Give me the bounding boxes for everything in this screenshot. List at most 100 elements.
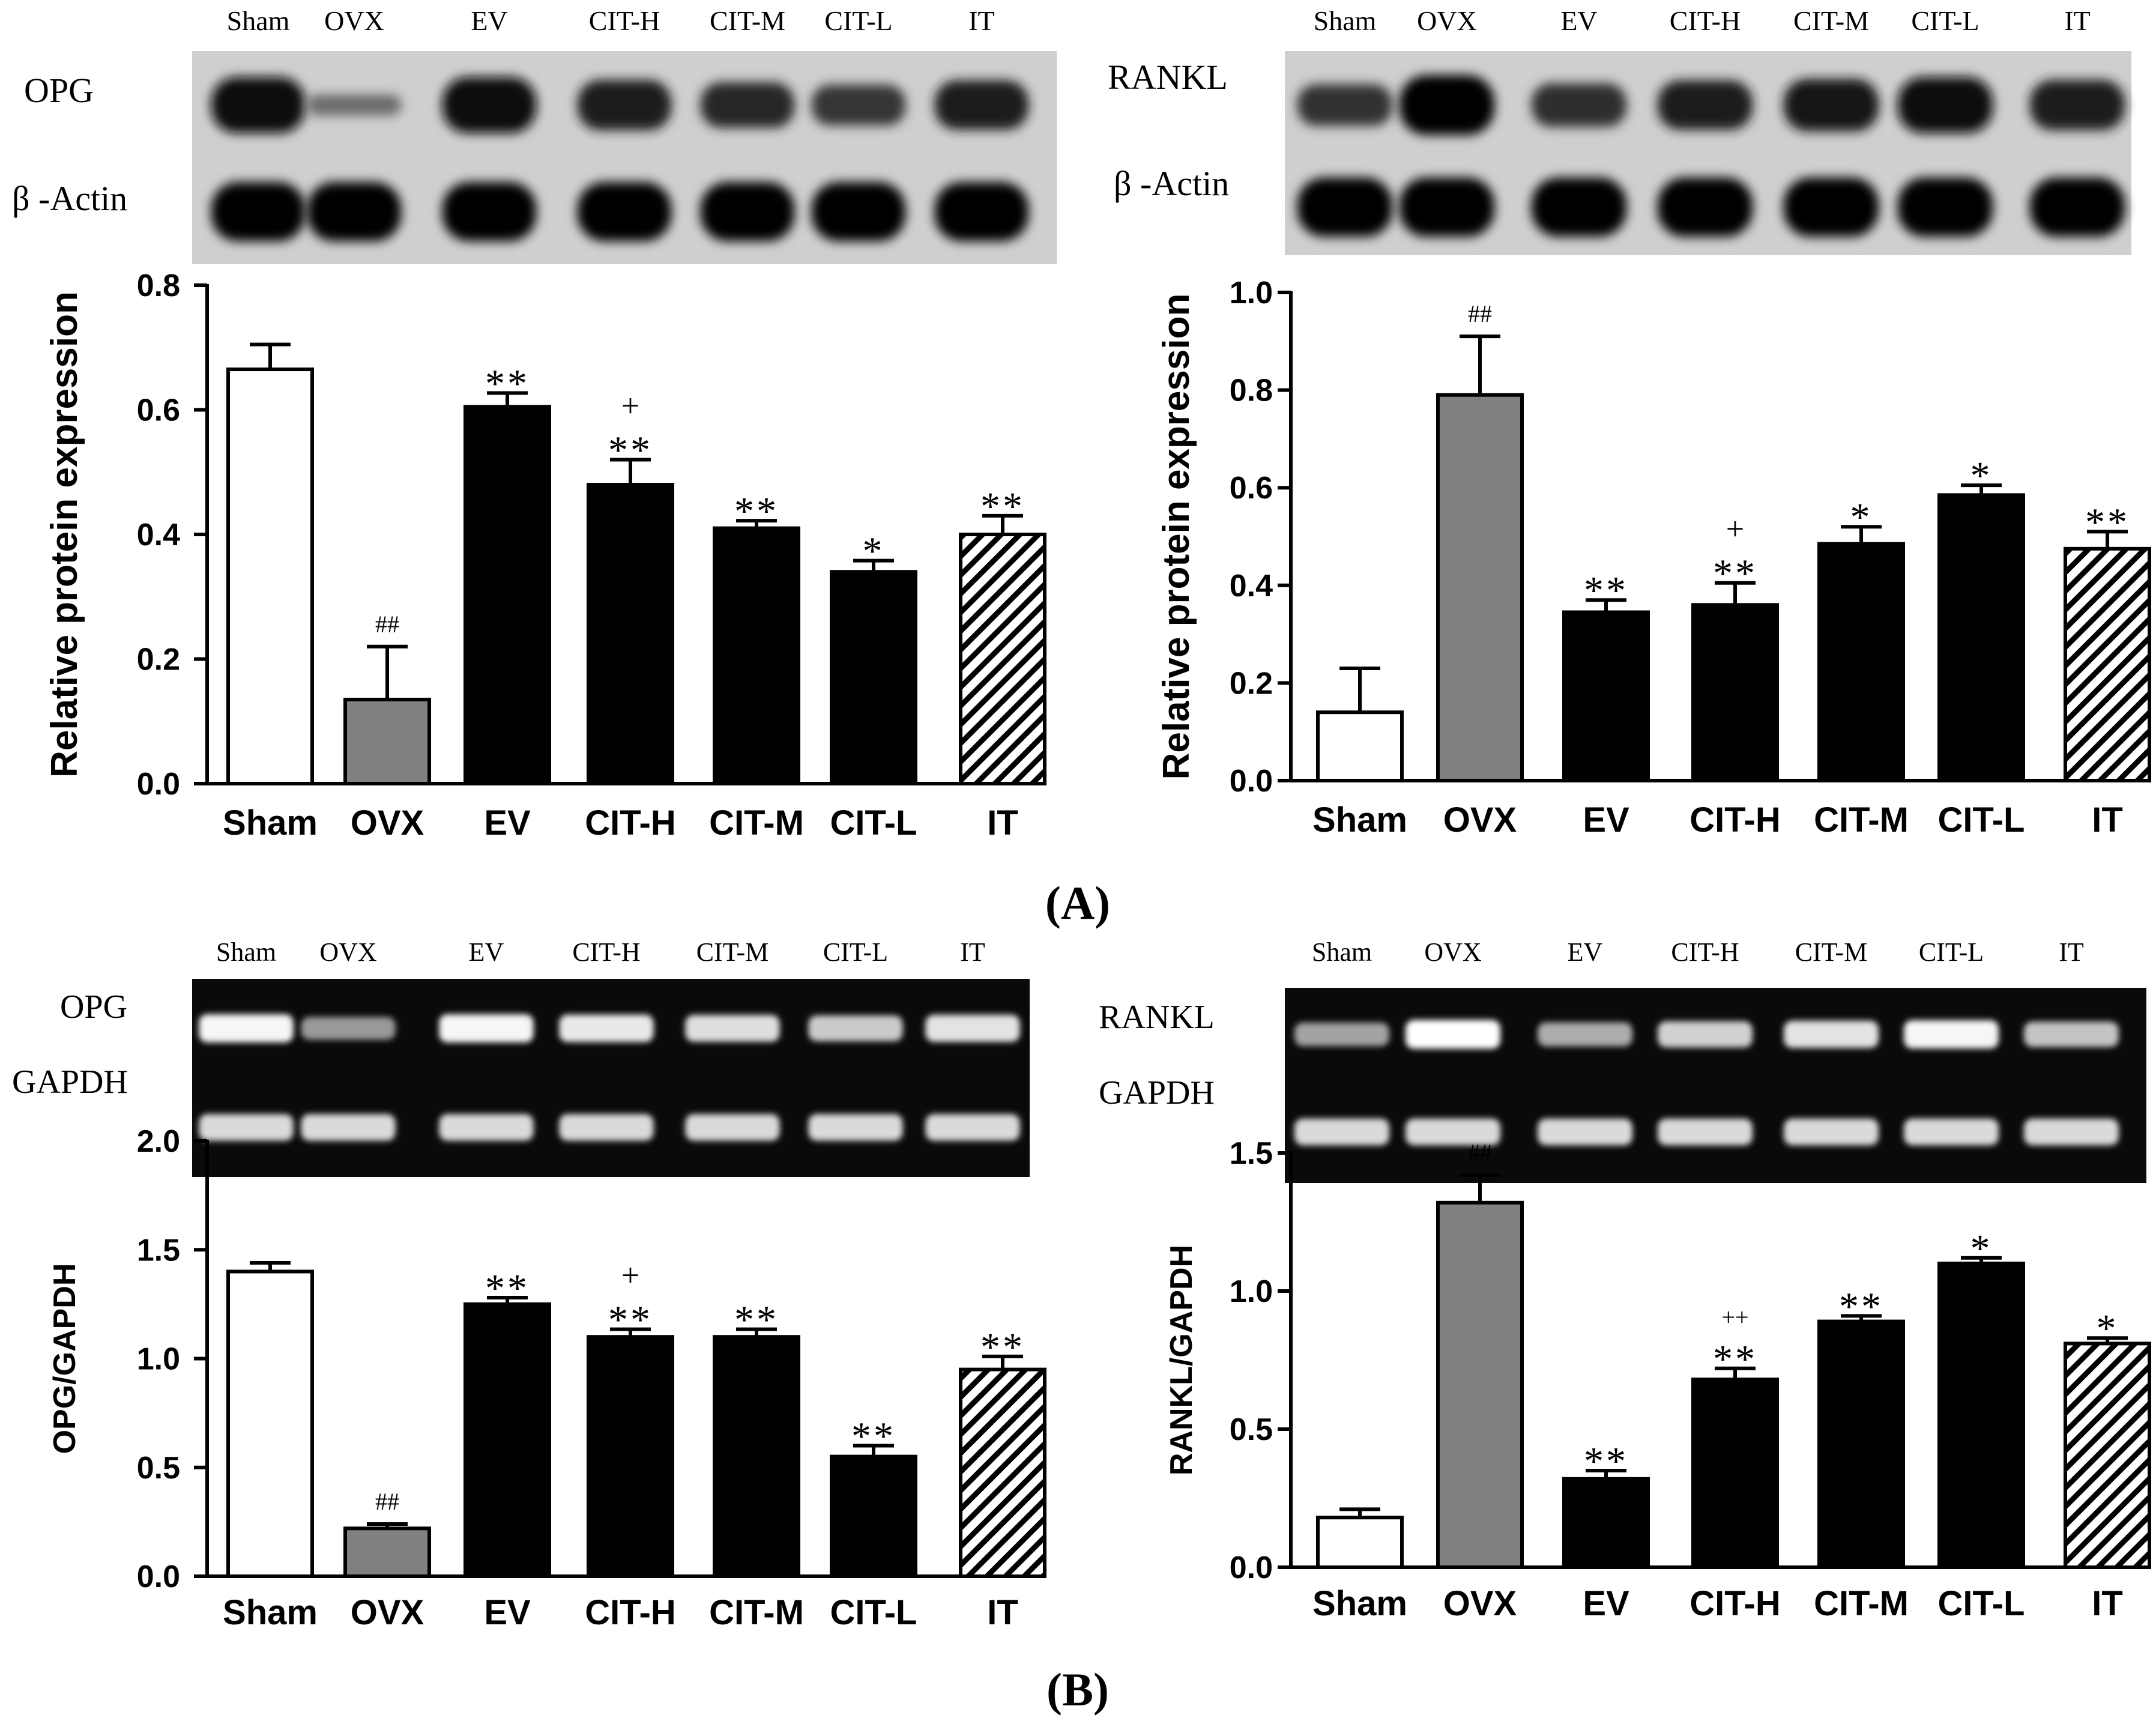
western-band — [307, 94, 402, 116]
blot-lane-label: Sham — [216, 937, 276, 967]
bar-cit-l — [1937, 1262, 2025, 1569]
significance-marker: ++ — [1721, 1304, 1748, 1331]
blot-lane-label: IT — [2059, 937, 2084, 967]
x-tick-label: CIT-M — [1814, 800, 1909, 839]
blot-lane-label: EV — [1568, 937, 1603, 967]
bar-cit-h — [1691, 1378, 1779, 1569]
gel-band — [301, 1114, 396, 1141]
bar-chart-4: 0.00.51.01.5RANKL/GAPDHSham##OVX**EV**++… — [1164, 1136, 2151, 1623]
blot-lane-label: CIT-L — [823, 937, 888, 967]
blot-row-label: RANKL — [1099, 999, 1215, 1036]
gel-band — [1538, 1022, 1632, 1047]
significance-marker: ** — [1713, 552, 1757, 596]
x-tick-label: EV — [484, 803, 531, 842]
bar-it — [2064, 1341, 2151, 1569]
y-axis-label: Relative protein expression — [1156, 294, 1197, 780]
bar-it — [959, 533, 1046, 785]
bar-it — [959, 1367, 1046, 1578]
blot-lane-label: CIT-H — [572, 937, 640, 967]
blot-gel-opg: OPG GAPDH Sham OVX EV CIT-H CIT-M CIT-L IT — [12, 937, 1030, 1177]
bar-ev — [464, 1302, 551, 1578]
x-tick-label: IT — [2092, 1584, 2123, 1623]
y-tick-label: 1.0 — [137, 1342, 180, 1377]
blot-wb-opg: OPG β -Actin Sham OVX EV CIT-H CIT-M CIT-L IT — [12, 5, 1057, 264]
bar-it — [2064, 546, 2151, 782]
x-tick-label: CIT-L — [1938, 1584, 2025, 1623]
significance-marker: * — [1970, 454, 1993, 498]
western-band — [2029, 80, 2125, 130]
bar-sham — [1316, 710, 1404, 783]
blot-lane-label: OVX — [1417, 5, 1477, 36]
y-tick-label: 0.8 — [1230, 374, 1273, 408]
blot-layer: OPG β -Actin Sham OVX EV CIT-H CIT-M CIT-L IT RAN… — [12, 5, 2146, 1183]
western-band — [1399, 75, 1495, 135]
gel-band — [1904, 1118, 1999, 1146]
x-tick-label: CIT-H — [1689, 800, 1780, 839]
blot-row-label: GAPDH — [12, 1063, 128, 1101]
gel-band — [685, 1015, 780, 1042]
blot-lane-label: Sham — [1312, 937, 1372, 967]
gel-band — [925, 1014, 1020, 1042]
x-tick-label: IT — [987, 1593, 1018, 1632]
panel-label-b: (B) — [1046, 1663, 1109, 1716]
y-axis-label: OPG/GAPDH — [47, 1263, 82, 1454]
y-axis-label: RANKL/GAPDH — [1164, 1245, 1199, 1475]
blot-lane-label: CIT-M — [1793, 5, 1869, 36]
x-tick-label: CIT-H — [585, 803, 675, 842]
blot-lane-label: CIT-H — [589, 5, 660, 36]
blot-row-label: RANKL — [1108, 58, 1228, 97]
gel-band — [199, 1014, 294, 1043]
western-band — [2029, 177, 2125, 237]
x-tick-label: OVX — [351, 1593, 424, 1632]
gel-band — [301, 1017, 396, 1040]
western-band — [442, 77, 537, 133]
blot-lane-label: CIT-H — [1670, 5, 1741, 36]
y-tick-label: 2.0 — [137, 1124, 180, 1159]
x-tick-label: IT — [987, 803, 1018, 842]
blot-lane-label: Sham — [1314, 5, 1377, 36]
bar-cit-l — [1937, 493, 2025, 783]
x-tick-label: Sham — [223, 803, 318, 842]
x-tick-label: EV — [484, 1593, 531, 1632]
gel-band — [1538, 1118, 1632, 1146]
significance-marker: + — [1726, 511, 1744, 547]
x-tick-label: IT — [2092, 800, 2123, 839]
gel-band — [559, 1114, 654, 1141]
x-tick-label: EV — [1583, 800, 1629, 839]
y-tick-label: 0.4 — [137, 518, 180, 552]
bar-cit-l — [830, 1454, 917, 1578]
blot-row-label: β -Actin — [1114, 164, 1229, 203]
western-band — [1657, 177, 1753, 237]
significance-marker: ** — [734, 1298, 779, 1342]
significance-marker: ## — [1468, 300, 1492, 327]
y-tick-label: 1.0 — [1230, 1274, 1273, 1309]
blot-lane-label: OVX — [1424, 937, 1481, 967]
blot-row-label: OPG — [24, 71, 94, 110]
blot-lane-label: Sham — [227, 5, 290, 36]
blot-wb-rankl: RANKL β -Actin Sham OVX EV CIT-H CIT-M CIT-L IT — [1108, 5, 2131, 255]
western-band — [442, 182, 537, 241]
significance-marker: ** — [1713, 1337, 1757, 1381]
bar-ev — [1562, 610, 1650, 782]
y-tick-label: 1.5 — [137, 1233, 180, 1268]
y-tick-label: 0.6 — [1230, 471, 1273, 506]
gel-band — [808, 1114, 903, 1141]
gel-band — [1406, 1118, 1500, 1146]
bar-cit-m — [1817, 542, 1905, 782]
x-tick-label: CIT-H — [1689, 1584, 1780, 1623]
blot-row-label: GAPDH — [1099, 1074, 1215, 1112]
x-tick-label: EV — [1583, 1584, 1629, 1623]
blot-lane-label: OVX — [324, 5, 384, 36]
x-tick-label: CIT-L — [1938, 800, 2025, 839]
significance-marker: ** — [1584, 1439, 1628, 1483]
significance-marker: ** — [980, 1325, 1025, 1369]
y-tick-label: 0.0 — [137, 767, 180, 802]
x-tick-label: Sham — [1312, 800, 1407, 839]
significance-marker: * — [1970, 1227, 1993, 1271]
x-tick-label: Sham — [223, 1593, 318, 1632]
chart-layer: 0.0 0.2 0.4 0.6 0.8 Relative protein expressi… — [44, 268, 2151, 1632]
western-band — [1531, 177, 1627, 237]
bar-ev — [1562, 1477, 1650, 1570]
western-band — [1531, 83, 1627, 127]
